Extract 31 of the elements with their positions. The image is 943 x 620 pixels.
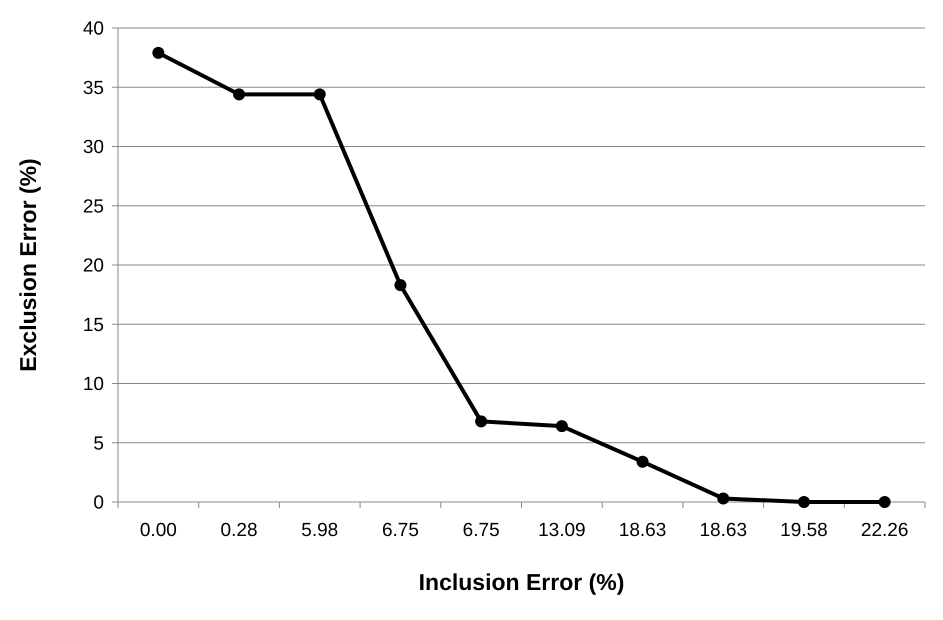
x-tick-label: 6.75 <box>382 520 419 541</box>
x-tick-label: 6.75 <box>462 520 500 541</box>
point <box>798 496 810 508</box>
y-tick-label: 5 <box>93 433 104 454</box>
point <box>314 88 326 100</box>
x-tick-label: 18.63 <box>618 520 666 541</box>
y-tick-label: 30 <box>82 137 104 158</box>
point <box>556 420 568 432</box>
x-tick-label: 22.26 <box>860 520 908 541</box>
x-tick-label: 0.28 <box>220 520 258 541</box>
x-tick-label: 5.98 <box>301 520 338 541</box>
y-axis-title: Exclusion Error (%) <box>15 158 41 372</box>
y-tick-label: 35 <box>82 78 104 99</box>
x-tick-label: 18.63 <box>699 520 748 541</box>
point <box>394 279 406 292</box>
point <box>717 492 730 504</box>
point <box>878 496 891 508</box>
point <box>636 456 649 468</box>
y-tick-label: 15 <box>82 314 104 336</box>
x-tick-label: 13.09 <box>538 520 586 541</box>
x-tick-label: 19.58 <box>780 520 828 541</box>
point <box>152 46 164 59</box>
point <box>233 88 246 100</box>
y-tick-label: 25 <box>82 196 104 218</box>
x-tick-label: 0.00 <box>140 520 177 541</box>
y-tick-label: 20 <box>82 256 104 277</box>
y-tick-label: 0 <box>93 492 104 514</box>
y-tick-label: 10 <box>82 374 104 396</box>
point <box>475 415 488 428</box>
y-tick-label: 40 <box>82 18 104 40</box>
x-axis-title: Inclusion Error (%) <box>418 569 624 595</box>
